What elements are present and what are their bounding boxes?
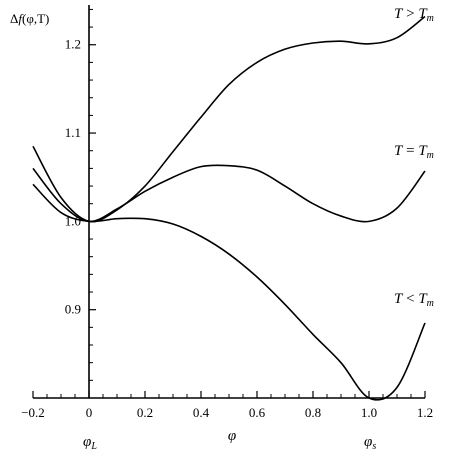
x-axis-label: φ — [228, 428, 236, 444]
curve-t-below-tm — [32, 183, 426, 401]
x-tick-label: 0.6 — [249, 405, 266, 420]
series-label-above-tm: T > Tm — [394, 6, 434, 24]
y-tick-label: 1.2 — [65, 37, 81, 52]
x-tick-label: 0.4 — [193, 405, 210, 420]
y-axis-label-f: f — [18, 11, 24, 26]
x-tick-label: 1.2 — [417, 405, 433, 420]
curve-t-equal-tm — [32, 164, 426, 223]
curves — [32, 15, 426, 401]
x-tick-label: 0 — [86, 405, 93, 420]
y-tick-label: 1.1 — [65, 125, 81, 140]
y-axis-label-delta: Δ — [10, 11, 18, 26]
series-label-below-tm: T < Tm — [394, 291, 434, 309]
y-axis-label: Δf(φ,T) — [10, 11, 49, 26]
x-tick-label: −0.2 — [21, 405, 45, 420]
axes: −0.2 0 0.2 0.4 0.6 0.8 1.0 1.20.91.01.11.2 — [21, 5, 433, 420]
x-tick-label: 0.2 — [137, 405, 153, 420]
curve-t-above-tm — [32, 15, 426, 223]
y-tick-label: 0.9 — [65, 302, 81, 317]
y-axis-label-args: (φ,T) — [22, 11, 49, 26]
series-label-equal-tm: T = Tm — [394, 143, 434, 161]
x-tick-label: 1.0 — [361, 405, 377, 420]
phi-l-label: φL — [83, 434, 97, 452]
x-tick-label: 0.8 — [305, 405, 321, 420]
phi-s-label: φs — [364, 434, 376, 452]
